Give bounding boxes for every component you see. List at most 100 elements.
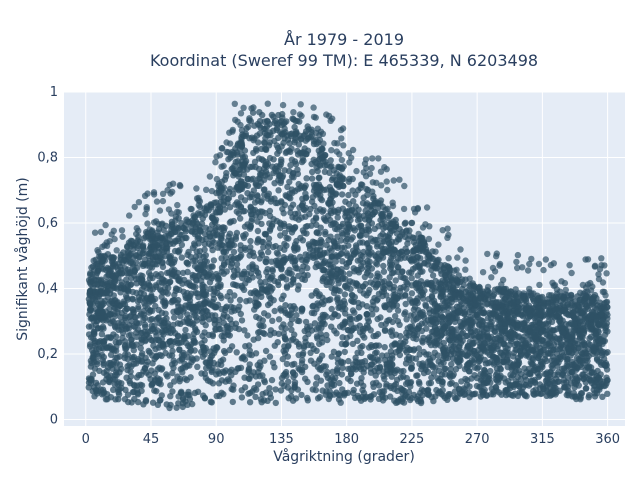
data-point [201,246,208,253]
data-point [382,394,389,401]
data-point [428,394,435,401]
data-point [110,304,118,311]
data-point [228,320,235,327]
data-point [565,346,572,353]
data-point [233,261,241,268]
data-point [308,309,316,317]
data-point [337,237,345,244]
data-point [317,224,324,231]
data-point [367,203,374,210]
data-point [219,224,227,231]
data-point [182,326,189,334]
data-point [552,391,559,398]
data-point [300,344,308,351]
data-point [420,387,427,395]
data-point [378,213,386,220]
data-point [485,359,492,367]
data-point [322,217,330,225]
data-point [209,246,216,254]
data-point [410,334,417,342]
data-point [327,296,334,303]
data-point [253,299,261,307]
data-point [191,312,198,319]
data-point [416,247,424,255]
data-point [549,353,556,360]
data-point [358,362,365,369]
data-point [582,379,589,386]
data-point [303,175,310,182]
data-point [110,292,118,299]
data-point [500,341,507,348]
data-point [171,314,178,321]
data-point [207,378,214,385]
data-point [424,261,431,268]
data-point [422,301,429,308]
data-point [432,277,439,285]
data-point [281,370,289,377]
data-point [271,137,278,145]
data-point [381,326,389,333]
data-point [527,377,535,385]
data-point [144,305,151,312]
data-point [281,135,288,142]
data-point [98,331,106,338]
data-point [319,314,327,321]
data-point [213,371,220,378]
data-point [433,284,440,291]
data-point [328,323,335,330]
data-point [113,366,121,373]
data-point [564,358,571,365]
data-point [362,207,369,214]
data-point [174,269,181,277]
data-point [288,387,295,394]
data-point [287,320,294,328]
data-point [399,268,406,276]
data-point [168,260,175,267]
data-point [199,353,206,360]
data-point [504,358,511,365]
data-point [558,323,566,331]
data-point [112,333,120,340]
data-point [295,272,302,280]
data-point [109,263,117,270]
data-point [104,283,111,290]
data-point [386,210,393,218]
data-point [214,361,222,368]
data-point [88,264,95,271]
data-point [367,279,374,286]
data-point [201,395,209,402]
data-point [95,266,102,273]
data-point [394,307,402,314]
data-point [288,270,295,278]
data-point [599,393,606,400]
data-point [594,327,602,334]
data-point [396,321,403,328]
data-point [404,248,411,255]
data-point [304,264,311,272]
data-point [407,378,415,386]
data-point [241,147,249,154]
data-point [285,378,292,385]
data-point [269,317,276,324]
data-point [284,183,291,191]
data-point [506,308,514,316]
data-point [286,178,293,186]
data-point [572,393,579,400]
data-point [219,242,227,249]
data-point [86,299,93,306]
data-point [269,359,277,367]
data-point [175,276,182,283]
data-point [282,346,290,354]
data-point [183,234,190,242]
data-point [136,249,144,256]
data-point [138,387,145,395]
data-point [159,263,167,271]
data-point [364,191,371,198]
data-point [425,380,433,387]
data-point [181,332,188,339]
data-point [254,227,262,235]
data-point [162,349,169,357]
data-point [429,272,437,279]
data-point [333,330,340,337]
